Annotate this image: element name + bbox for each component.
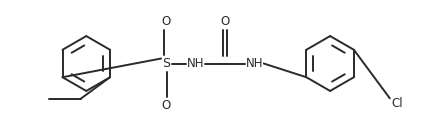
Text: Cl: Cl — [392, 97, 403, 110]
Text: O: O — [162, 99, 171, 112]
Text: NH: NH — [246, 57, 263, 70]
Text: O: O — [162, 15, 171, 28]
Text: S: S — [162, 57, 170, 70]
Text: NH: NH — [187, 57, 204, 70]
Text: O: O — [221, 15, 230, 28]
